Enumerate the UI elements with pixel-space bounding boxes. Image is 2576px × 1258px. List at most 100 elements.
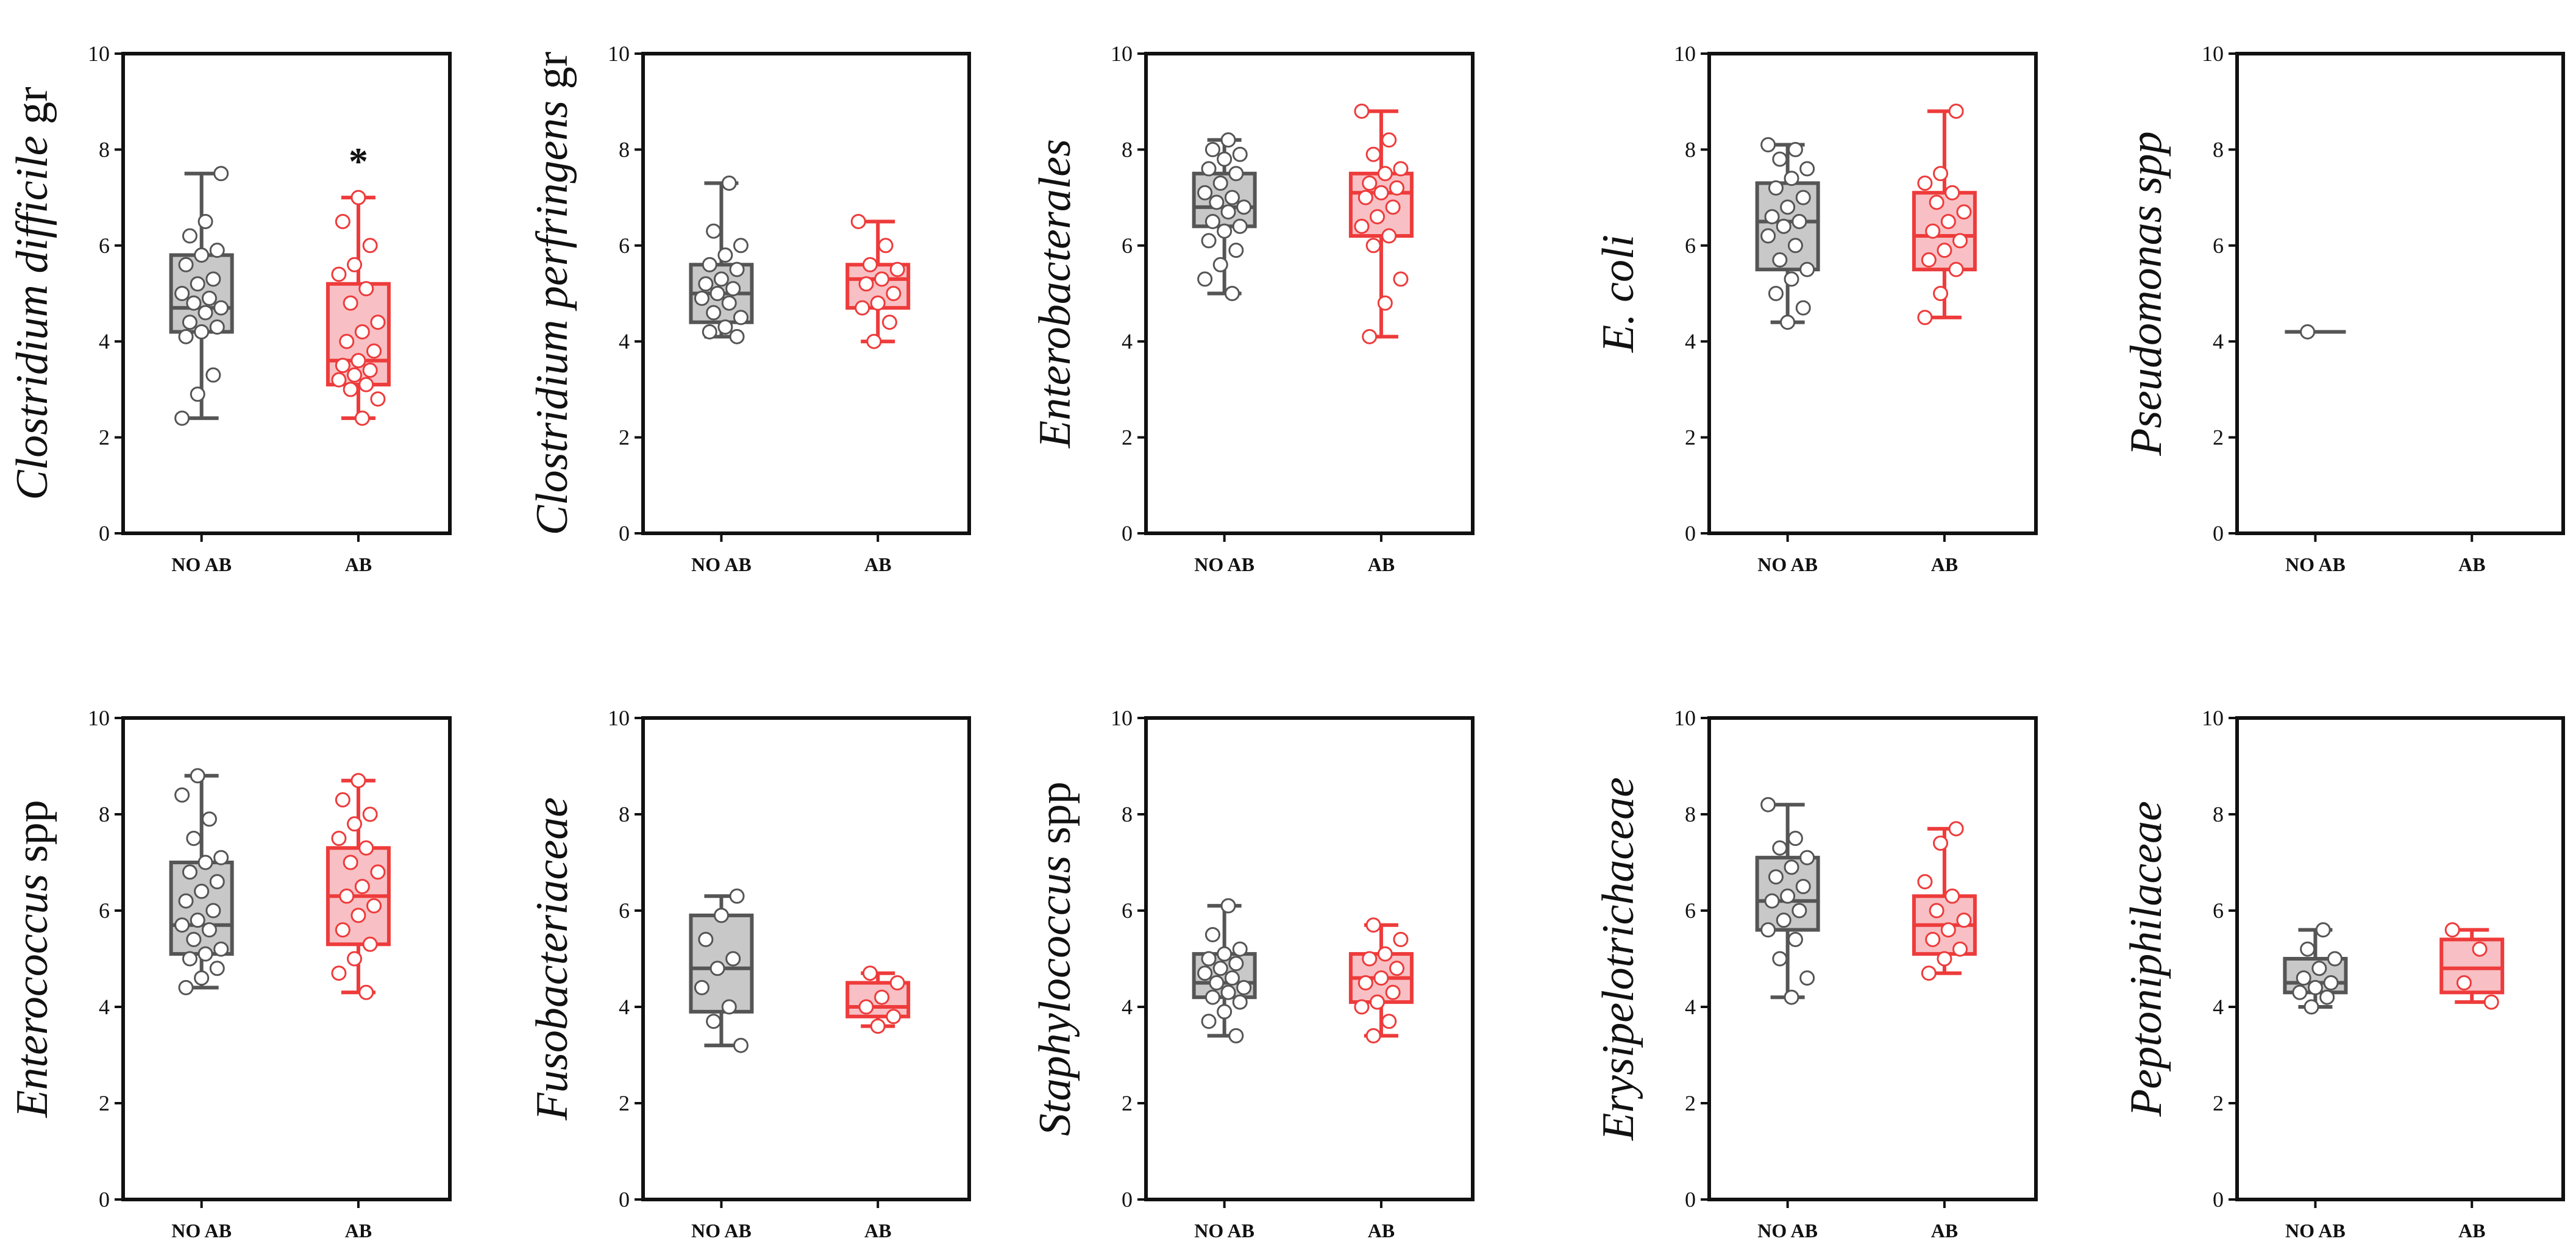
data-point xyxy=(1381,132,1397,148)
data-point xyxy=(1217,151,1233,167)
data-point xyxy=(1780,888,1796,904)
data-point xyxy=(1772,151,1788,167)
y-tick-label: 6 xyxy=(99,233,110,258)
data-point xyxy=(713,908,729,923)
data-point xyxy=(733,310,749,325)
data-point xyxy=(862,965,878,981)
data-point xyxy=(702,257,717,272)
box-iqr xyxy=(2439,937,2505,995)
y-tick-label: 0 xyxy=(619,521,630,545)
data-point xyxy=(1393,271,1409,287)
data-point xyxy=(335,922,350,938)
data-point xyxy=(370,314,386,330)
data-point xyxy=(733,1037,749,1053)
data-point xyxy=(866,333,882,349)
data-point xyxy=(721,175,737,191)
data-point xyxy=(1956,204,1972,220)
data-point xyxy=(1948,103,1964,119)
data-point xyxy=(213,166,229,182)
y-axis-title-taxon: Erysipelotrichaceae xyxy=(1593,777,1643,1141)
y-tick-label: 2 xyxy=(1685,1091,1696,1115)
y-tick-label: 4 xyxy=(1122,329,1133,354)
y-tick-label: 6 xyxy=(99,898,110,923)
data-point xyxy=(1933,835,1949,851)
plot-frame xyxy=(1707,716,2038,1201)
plot-frame xyxy=(1707,52,2038,535)
y-tick-label: 0 xyxy=(1122,521,1133,545)
y-tick-label: 4 xyxy=(99,995,110,1019)
data-point xyxy=(729,261,745,277)
data-point xyxy=(1768,869,1784,885)
data-point xyxy=(1365,917,1381,933)
y-tick-label: 6 xyxy=(2213,898,2224,923)
data-point xyxy=(2472,941,2488,957)
data-point xyxy=(1201,951,1217,967)
y-tick-label: 10 xyxy=(1111,706,1133,730)
data-point xyxy=(1204,989,1220,1005)
data-point xyxy=(1377,295,1393,311)
y-tick-label: 10 xyxy=(608,706,630,730)
data-point xyxy=(878,238,894,254)
data-point xyxy=(1787,931,1803,947)
data-point xyxy=(1373,185,1389,201)
data-point xyxy=(186,295,202,311)
data-point xyxy=(1377,946,1393,962)
y-tick-label: 4 xyxy=(2213,329,2224,354)
data-point xyxy=(1776,912,1791,928)
data-point xyxy=(1201,161,1217,177)
y-tick-label: 0 xyxy=(1122,1187,1133,1212)
panel-2: 0 2 4 6 8 10 NO AB AB Clostridium perfringens gr xyxy=(527,41,971,575)
data-point xyxy=(194,883,210,899)
data-point xyxy=(1197,271,1213,287)
data-point xyxy=(874,989,890,1005)
data-point xyxy=(1917,175,1933,191)
data-point xyxy=(1780,199,1796,215)
x-category-label: NO AB xyxy=(691,553,752,575)
data-point xyxy=(190,386,205,402)
y-axis-title: Enterococcus spp xyxy=(7,800,57,1118)
y-axis-title: Clostridium perfringens gr xyxy=(527,52,577,536)
data-point xyxy=(339,333,355,349)
data-point xyxy=(694,979,710,995)
y-tick-label: 10 xyxy=(1111,41,1133,66)
data-point xyxy=(1212,961,1228,976)
data-point xyxy=(2319,989,2335,1005)
data-point xyxy=(182,864,197,880)
data-point xyxy=(2292,984,2308,1000)
data-point xyxy=(1940,213,1956,229)
data-point xyxy=(1780,314,1796,330)
data-point xyxy=(1224,970,1240,986)
data-point xyxy=(1362,175,1378,191)
data-point xyxy=(1952,941,1968,957)
x-category-label: AB xyxy=(1368,553,1395,575)
data-point xyxy=(1354,999,1370,1015)
data-point xyxy=(347,951,363,967)
data-point xyxy=(354,324,370,339)
data-point xyxy=(362,936,378,952)
box-ab xyxy=(2439,928,2505,1004)
data-point xyxy=(698,931,714,947)
plot-frame xyxy=(2235,52,2565,535)
x-category-label: NO AB xyxy=(2285,1220,2346,1242)
data-point xyxy=(358,377,374,393)
data-point xyxy=(197,855,213,870)
data-point xyxy=(1791,213,1807,229)
data-point xyxy=(881,314,897,330)
y-tick-label: 8 xyxy=(619,137,630,162)
data-point xyxy=(1362,951,1378,967)
data-point xyxy=(343,382,358,397)
y-tick-label: 0 xyxy=(1685,521,1696,545)
x-category-label: NO AB xyxy=(1194,1220,1254,1242)
data-point xyxy=(331,266,347,282)
y-axis-title: Clostridium difficile gr xyxy=(7,87,57,500)
y-tick-label: 0 xyxy=(2213,521,2224,545)
data-point xyxy=(1925,931,1941,947)
y-axis-title-taxon: E. coli xyxy=(1593,235,1643,353)
data-point xyxy=(1357,975,1373,990)
data-point xyxy=(1209,194,1225,210)
data-point xyxy=(1220,984,1236,1000)
data-point xyxy=(2456,975,2472,990)
data-point xyxy=(362,362,378,378)
y-tick-label: 10 xyxy=(1674,706,1696,730)
data-point xyxy=(1937,243,1952,258)
